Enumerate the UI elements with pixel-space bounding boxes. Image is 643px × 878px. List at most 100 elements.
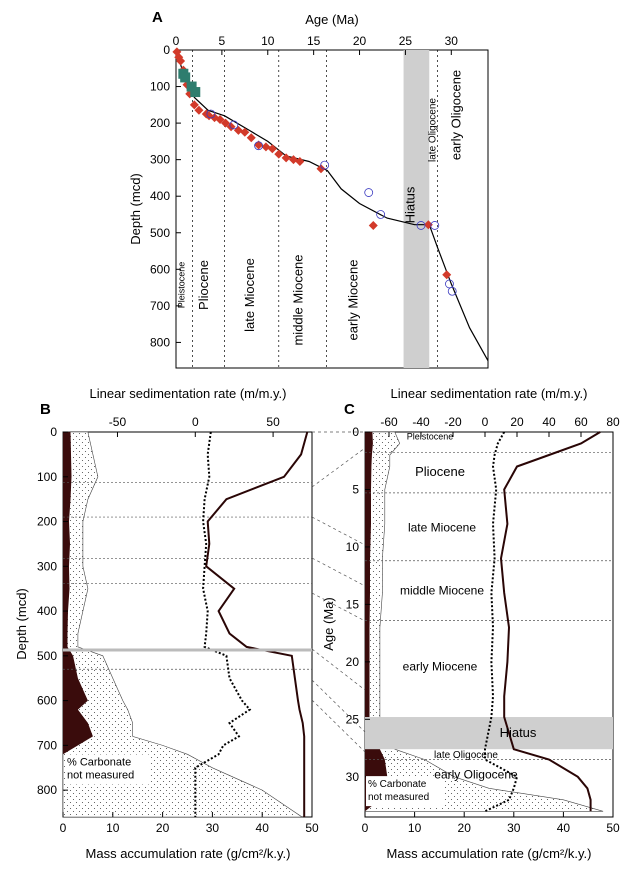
open-circle-point [416,221,426,230]
b-top-tick-label: -50 [109,415,127,429]
b-ytick-label: 600 [37,694,57,708]
c-epoch-label-2: late Miocene [408,520,476,534]
open-circle-point [445,279,454,289]
b-annotation-text: % Carbonate [67,757,131,769]
diamond-point [423,220,433,230]
diamond-point [176,56,186,66]
b-lsr-line [205,431,309,817]
a-epoch-label-1: Pliocene [196,260,211,310]
b-lsr-dotted-line [194,431,252,817]
diamond-point [194,105,204,115]
b-annotation-bg [65,754,149,785]
b-top-tick-label: 0 [192,415,199,429]
c-top-tick-label: 60 [574,415,588,429]
a-ytick-label: 700 [150,299,170,313]
b-mar-total-area [62,431,303,818]
diamond-point [368,220,378,230]
panel-c-top-xlabel: Linear sedimentation rate (m/m.y.) [391,386,588,401]
panel-b-top-xlabel: Linear sedimentation rate (m/m.y.) [90,386,287,401]
b-top-tick-label: 50 [266,415,280,429]
panel-a-frame [175,49,489,369]
a-xtick-label: 30 [445,34,459,48]
c-top-tick-label: 40 [542,415,556,429]
open-circle-point [320,160,330,170]
open-circle-point [206,109,216,119]
open-circle-point [430,221,440,230]
c-bottom-tick-label: 10 [408,821,422,835]
tie-line-2 [311,516,366,546]
c-annotation-bg [366,776,444,807]
b-bottom-tick-label: 0 [60,821,67,835]
c-mar-total-area [364,431,604,812]
a-xtick-label: 20 [353,34,367,48]
age-model-line [175,49,489,361]
diamond-point [233,125,243,135]
c-bottom-tick-label: 30 [507,821,521,835]
b-ytick-label: 400 [37,604,57,618]
c-epoch-label-3: middle Miocene [400,584,484,598]
diamond-point [221,118,231,128]
panel-c-label: C [344,401,355,418]
c-bottom-tick-label: 20 [458,821,472,835]
diamond-point [267,144,277,154]
panel-a-xlabel: Age (Ma) [305,12,358,27]
diamond-point [274,149,284,159]
b-bottom-tick-label: 50 [305,821,319,835]
c-lsr-dotted-line [484,431,519,813]
c-lsr-line [499,431,601,812]
a-ytick-label: 400 [150,189,170,203]
diamond-point [316,164,326,174]
b-bottom-tick-label: 40 [256,821,270,835]
panel-b-ylabel: Depth (mcd) [14,588,29,660]
a-ytick-label: 100 [150,80,170,94]
b-annotation-text: not measured [67,770,134,782]
a-xtick-label: 0 [173,34,180,48]
b-ytick-label: 100 [37,470,57,484]
open-circle-point [254,141,263,151]
c-top-tick-label: -40 [412,415,430,429]
tie-line-6 [311,679,366,733]
square-point [180,72,191,83]
b-mar-carbonate-area [63,432,93,817]
a-xtick-label: 15 [307,34,321,48]
panel-b-label: B [40,401,51,418]
panel-b-bottom-xlabel: Mass accumulation rate (g/cm²/k.y.) [86,846,291,861]
a-xtick-label: 5 [219,34,226,48]
c-epoch-label-4: early Miocene [403,659,478,673]
panel-c-ylabel: Age (Ma) [321,597,336,650]
diamond-point [246,133,256,143]
b-ytick-label: 300 [37,559,57,573]
c-epoch-label-1: Pliocene [415,464,465,479]
diamond-point [189,100,199,110]
diamond-point [240,127,250,137]
a-epoch-label-3: middle Miocene [291,254,306,345]
c-epoch-label-0: Pleistocene [407,431,454,441]
diamond-point [254,140,264,150]
open-circle-point [447,286,457,296]
c-bottom-tick-label: 0 [362,821,369,835]
c-top-tick-label: -60 [380,415,398,429]
panel-a-label: A [152,9,163,26]
hiatus-band-a [403,50,430,368]
c-epoch-label-7: early Oligocene [434,767,518,781]
a-epoch-label-0: Pleistocene [176,262,186,309]
diamond-point [281,153,291,163]
diamond-point [442,270,452,280]
c-ytick-label: 5 [352,482,359,496]
b-bottom-tick-label: 10 [106,821,120,835]
open-circle-point [376,210,386,219]
panel-c-bottom-xlabel: Mass accumulation rate (g/cm²/k.y.) [387,846,592,861]
tie-line-4 [311,592,366,622]
b-bottom-tick-label: 30 [206,821,220,835]
a-epoch-label-4: early Miocene [346,260,361,341]
panel-b: Linear sedimentation rate (m/m.y.) Mass … [14,386,313,861]
c-top-tick-label: 0 [482,415,489,429]
a-epoch-label-2: late Miocene [242,258,257,332]
b-ytick-label: 0 [50,425,57,439]
a-ytick-label: 600 [150,262,170,276]
panel-a: Age (Ma) Depth (mcd) [128,12,489,369]
diamond-point [295,156,305,166]
a-epoch-label-5: Hiatus [403,186,418,223]
c-top-tick-label: 20 [510,415,524,429]
